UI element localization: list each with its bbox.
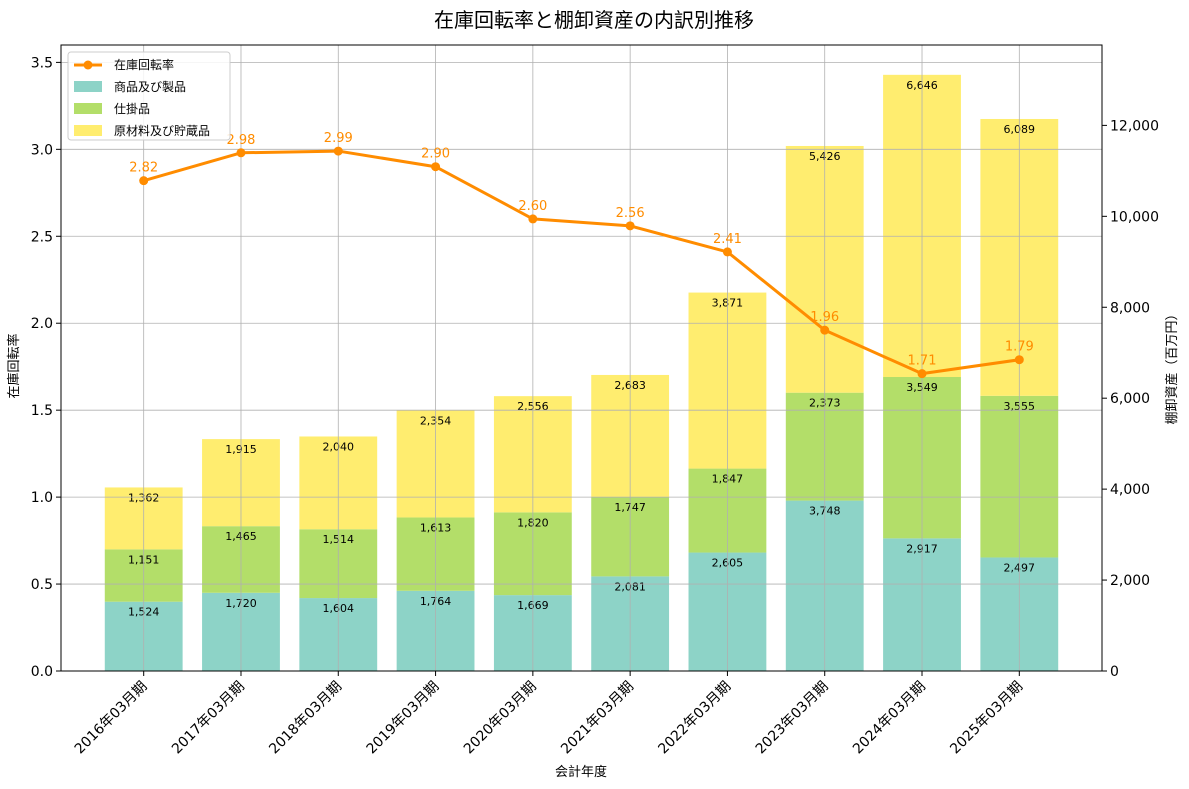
turnover-data-label-6: 2.41 — [713, 232, 742, 247]
y-right-tick-label: 12,000 — [1110, 118, 1159, 134]
legend-entry-label: 在庫回転率 — [114, 57, 174, 72]
y-left-tick-label: 0.5 — [31, 577, 53, 593]
y-right-tick-label: 6,000 — [1110, 391, 1150, 407]
y-right-axis-label: 棚卸資産（百万円） — [1164, 307, 1180, 424]
turnover-point-2 — [333, 146, 343, 156]
turnover-data-label-5: 2.56 — [616, 206, 645, 221]
turnover-data-label-8: 1.71 — [908, 354, 937, 369]
x-tick-label: 2025年03月期 — [947, 679, 1026, 758]
turnover-data-label-7: 1.96 — [810, 310, 839, 325]
x-tick-label: 2023年03月期 — [753, 679, 832, 758]
x-axis-label: 会計年度 — [555, 764, 607, 780]
legend-patch-swatch — [74, 125, 102, 136]
legend-patch-swatch — [74, 103, 102, 114]
x-tick-label: 2022年03月期 — [655, 679, 734, 758]
x-tick-label: 2020年03月期 — [461, 679, 540, 758]
turnover-point-6 — [722, 247, 732, 257]
turnover-line — [143, 149, 1020, 376]
turnover-point-9 — [1014, 355, 1024, 365]
chart-title: 在庫回転率と棚卸資産の内訳別推移 — [434, 8, 754, 32]
y-left-tick-label: 3.0 — [31, 142, 53, 158]
x-tick-label: 2024年03月期 — [850, 679, 929, 758]
x-tick-label: 2018年03月期 — [266, 679, 345, 758]
legend-entry-label: 商品及び製品 — [114, 79, 186, 94]
legend-patch-swatch — [74, 81, 102, 92]
turnover-data-label-2: 2.99 — [324, 131, 353, 146]
y-left-tick-label: 1.5 — [31, 403, 53, 419]
y-left-tick-label: 2.0 — [31, 316, 53, 332]
y-left-tick-label: 1.0 — [31, 490, 53, 506]
x-tick-label: 2017年03月期 — [169, 679, 248, 758]
turnover-point-7 — [820, 325, 830, 335]
y-left-axis-label: 在庫回転率 — [6, 333, 22, 398]
turnover-point-3 — [431, 162, 441, 172]
plot-frame — [60, 44, 1103, 672]
x-tick-label: 2019年03月期 — [364, 679, 443, 758]
turnover-data-label-4: 2.60 — [518, 199, 547, 214]
y-right-tick-label: 4,000 — [1110, 482, 1150, 498]
turnover-point-5 — [625, 221, 635, 231]
y-right-tick-label: 2,000 — [1110, 573, 1150, 589]
y-right-tick-label: 8,000 — [1110, 300, 1150, 316]
turnover-data-label-0: 2.82 — [129, 161, 158, 176]
y-left-tick-label: 3.5 — [31, 55, 53, 71]
turnover-point-0 — [139, 176, 149, 186]
legend-entry-label: 原材料及び貯蔵品 — [114, 124, 210, 138]
x-tick-label: 2021年03月期 — [558, 679, 637, 758]
turnover-point-8 — [917, 369, 927, 379]
y-right-tick-label: 0 — [1110, 664, 1119, 680]
y-left-tick-label: 0.0 — [31, 664, 53, 680]
legend-entry-label: 仕掛品 — [114, 101, 150, 116]
y-right-tick-label: 10,000 — [1110, 209, 1159, 225]
turnover-data-label-3: 2.90 — [421, 147, 450, 162]
x-tick-label: 2016年03月期 — [72, 679, 151, 758]
turnover-data-label-9: 1.79 — [1005, 340, 1034, 355]
turnover-line-group: 2.82 2.98 2.99 2.90 2.60 2.56 2.41 1.96 1.71 1.79 — [129, 131, 1034, 379]
legend-marker — [83, 60, 93, 70]
y-left-tick-label: 2.5 — [31, 229, 53, 245]
legend-box — [67, 51, 231, 141]
turnover-data-label-1: 2.98 — [227, 133, 256, 148]
turnover-point-4 — [528, 214, 538, 224]
turnover-point-1 — [236, 148, 246, 158]
